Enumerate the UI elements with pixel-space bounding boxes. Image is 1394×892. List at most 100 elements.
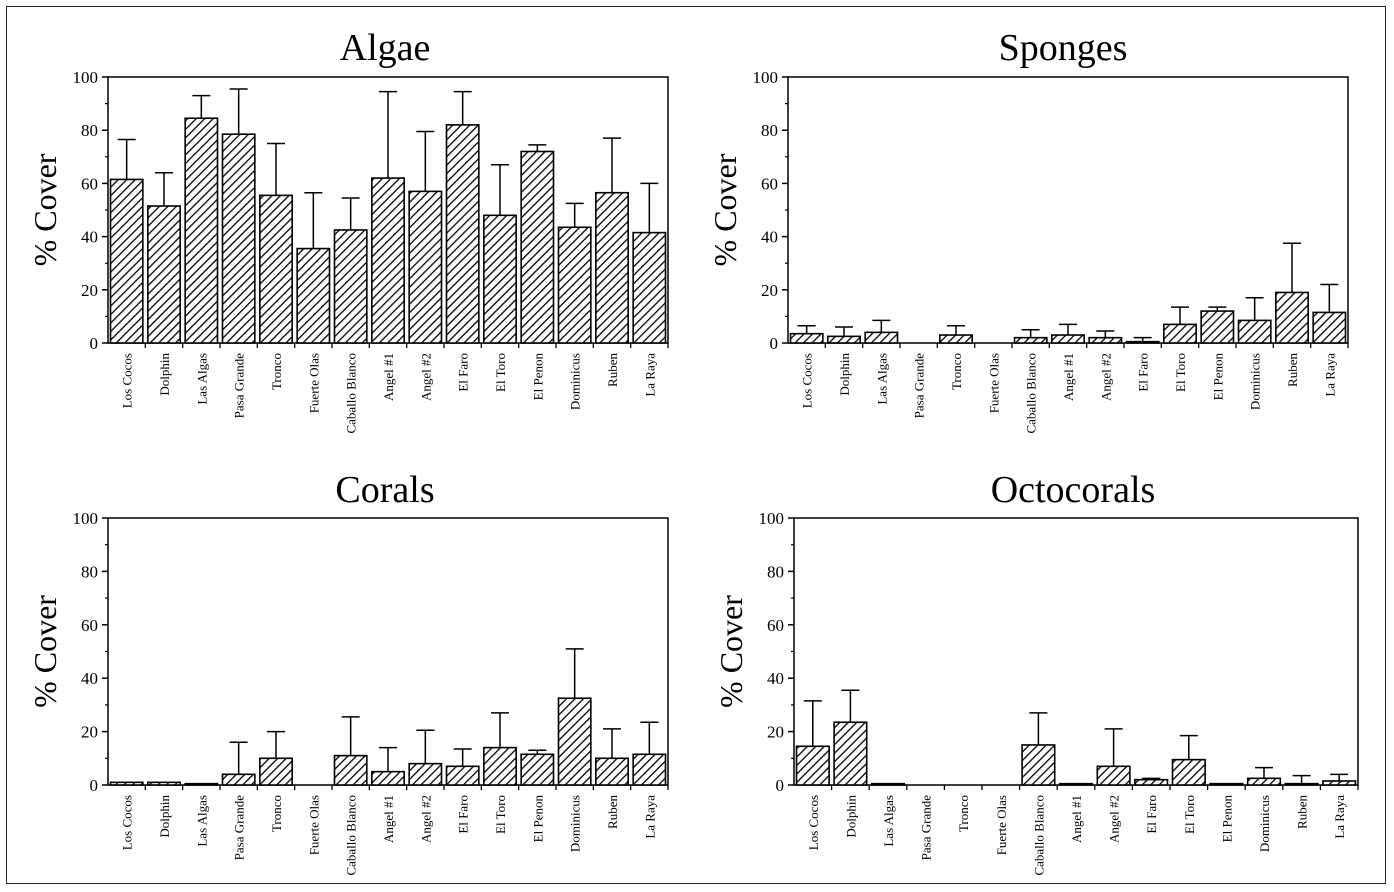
- y-tick-label: 100: [73, 68, 99, 87]
- bar-el-toro: [1163, 323, 1197, 344]
- bar-las-algas: [184, 117, 219, 344]
- bar-el-penon: [520, 753, 555, 786]
- bar-el-faro: [1134, 778, 1169, 786]
- x-tick-label: Angel #1: [1069, 795, 1084, 843]
- chart-panel-corals: Corals % Cover 0 20 40 60 80 100 Los Cocos Dolphi…: [27, 469, 669, 876]
- x-tick-label: El Faro: [1136, 353, 1151, 392]
- y-axis-label: % Cover: [707, 153, 743, 266]
- x-tick-label: Fuerte Olas: [306, 795, 321, 855]
- bar-los-cocos: [109, 178, 144, 344]
- bar-los-cocos: [795, 745, 830, 786]
- chart-title: Corals: [335, 469, 434, 511]
- x-tick-label: El Penon: [530, 795, 545, 843]
- y-tick-label: 100: [759, 509, 785, 528]
- x-tick-label: La Raya: [642, 353, 657, 397]
- y-tick-label: 20: [81, 281, 98, 300]
- bar-el-faro: [445, 765, 480, 786]
- bar-la-raya: [1322, 780, 1357, 786]
- bar-las-algas: [870, 782, 906, 786]
- y-tick-label: 0: [770, 334, 779, 353]
- bar-ruben: [1284, 782, 1319, 786]
- y-tick-label: 40: [767, 669, 784, 688]
- bar-el-faro: [445, 124, 480, 344]
- y-axis-label: % Cover: [27, 595, 63, 708]
- y-tick-label: 40: [761, 228, 778, 247]
- y-tick-label: 80: [767, 562, 784, 581]
- x-tick-label: Dolphin: [157, 353, 172, 396]
- y-tick-label: 40: [81, 669, 98, 688]
- x-tick-label: Las Algas: [194, 353, 209, 405]
- x-tick-label: El Penon: [1210, 353, 1225, 401]
- x-tick-label: Angel #2: [418, 795, 433, 843]
- bar-la-raya: [1312, 311, 1347, 344]
- x-tick-label: Ruben: [605, 795, 620, 829]
- bar-el-faro: [1125, 340, 1160, 344]
- x-tick-label: Caballo Blanco: [344, 795, 359, 876]
- chart-panel-sponges: Sponges % Cover 0 20 40 60 80 100 Los Cocos Dolph…: [707, 27, 1349, 434]
- x-tick-label: El Faro: [1144, 795, 1159, 834]
- bar-ruben: [595, 191, 629, 344]
- x-tick-label: Pasa Grande: [232, 353, 247, 419]
- bar-dolphin: [147, 205, 181, 344]
- chart-title: Octocorals: [991, 469, 1156, 511]
- x-tick-label: Dominicus: [568, 795, 583, 852]
- x-tick-label: Ruben: [1295, 795, 1310, 829]
- x-tick-label: Las Algas: [874, 353, 889, 405]
- bar-angel-1: [1058, 782, 1094, 786]
- x-tick-label: La Raya: [642, 795, 657, 839]
- bar-las-algas: [864, 331, 899, 344]
- y-tick-label: 80: [81, 121, 98, 140]
- bar-dominicus: [557, 697, 592, 786]
- x-tick-label: El Faro: [456, 795, 471, 834]
- bar-dominicus: [557, 226, 592, 344]
- x-tick-label: Angel #1: [381, 795, 396, 843]
- bar-el-penon: [520, 150, 555, 344]
- x-tick-label: El Faro: [456, 353, 471, 392]
- figure-frame: [6, 6, 1386, 884]
- x-tick-label: Pasa Grande: [919, 795, 934, 861]
- bar-los-cocos: [109, 781, 144, 786]
- bar-ruben: [1275, 291, 1309, 344]
- x-tick-label: El Toro: [1173, 353, 1188, 392]
- bar-caballo-blanco: [1013, 336, 1048, 344]
- x-tick-label: El Penon: [1219, 795, 1234, 843]
- x-tick-label: Angel #1: [381, 353, 396, 401]
- bar-pasa-grande: [221, 773, 256, 786]
- y-tick-label: 0: [776, 776, 785, 795]
- x-tick-label: Dolphin: [157, 795, 172, 838]
- y-axis-label: % Cover: [713, 595, 749, 708]
- x-tick-label: Los Cocos: [120, 795, 135, 850]
- bar-las-algas: [184, 782, 219, 786]
- bar-el-toro: [1171, 758, 1206, 786]
- bar-ruben: [595, 757, 629, 786]
- x-tick-label: Dolphin: [837, 353, 852, 396]
- y-tick-label: 60: [81, 174, 98, 193]
- bar-angel-1: [1051, 334, 1085, 344]
- x-tick-label: Caballo Blanco: [1031, 795, 1046, 876]
- plot-area: [787, 76, 1349, 344]
- x-tick-label: Pasa Grande: [912, 353, 927, 419]
- x-tick-label: Dominicus: [1257, 795, 1272, 852]
- bar-fuerte-olas: [296, 247, 331, 344]
- x-tick-label: Angel #2: [1107, 795, 1122, 843]
- y-tick-label: 80: [81, 562, 98, 581]
- x-tick-label: Angel #2: [1098, 353, 1113, 401]
- x-tick-label: Los Cocos: [806, 795, 821, 850]
- bar-angel-1: [371, 177, 405, 344]
- y-tick-label: 20: [767, 723, 784, 742]
- x-tick-label: Tronco: [956, 795, 971, 832]
- x-tick-label: Fuerte Olas: [986, 353, 1001, 413]
- bar-el-penon: [1200, 310, 1235, 344]
- x-tick-label: Ruben: [1285, 353, 1300, 387]
- bar-angel-1: [371, 770, 405, 786]
- bar-dolphin: [147, 781, 181, 786]
- chart-title: Algae: [340, 27, 431, 69]
- bar-la-raya: [632, 231, 667, 344]
- y-tick-label: 100: [753, 68, 779, 87]
- y-tick-label: 100: [73, 509, 99, 528]
- bar-el-toro: [483, 746, 517, 786]
- x-tick-label: Las Algas: [881, 795, 896, 847]
- y-tick-label: 20: [761, 281, 778, 300]
- bar-la-raya: [632, 753, 667, 786]
- x-tick-label: Ruben: [605, 353, 620, 387]
